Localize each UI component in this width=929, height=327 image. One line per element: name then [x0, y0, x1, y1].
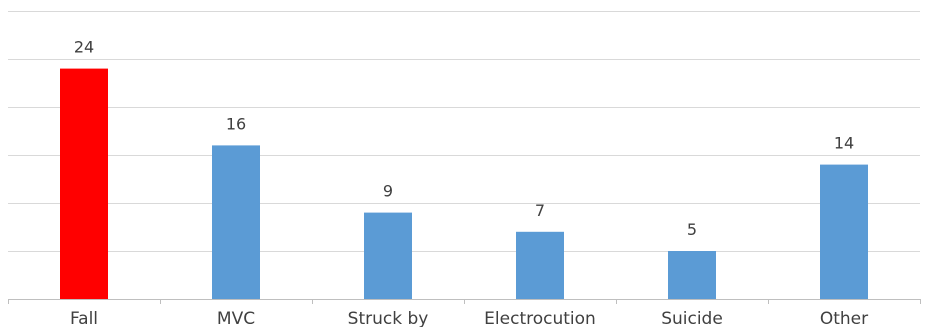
x-axis [8, 299, 921, 304]
data-label-suicide: 5 [687, 220, 697, 239]
data-label-other: 14 [834, 134, 854, 153]
category-label-suicide: Suicide [661, 309, 723, 327]
bar-electrocution [516, 231, 564, 299]
gridlines [8, 11, 920, 252]
data-label-electrocution: 7 [535, 201, 545, 220]
category-label-electrocution: Electrocution [484, 309, 596, 327]
category-label-other: Other [820, 309, 868, 327]
data-label-mvc: 16 [226, 114, 246, 133]
category-labels: Fall MVC Struck by Electrocution Suicide Othe… [70, 309, 868, 327]
bar-other [820, 164, 868, 299]
category-label-struck-by: Struck by [348, 309, 429, 327]
category-label-fall: Fall [70, 309, 98, 327]
data-label-struck-by: 9 [383, 182, 393, 201]
data-labels: 24 16 9 7 5 14 [74, 38, 854, 239]
bar-mvc [212, 145, 260, 299]
bar-suicide [668, 251, 716, 299]
bar-fall [60, 68, 108, 299]
bar-struck-by [364, 212, 412, 299]
category-label-mvc: MVC [217, 309, 255, 327]
data-label-fall: 24 [74, 38, 94, 57]
bars [60, 68, 868, 299]
